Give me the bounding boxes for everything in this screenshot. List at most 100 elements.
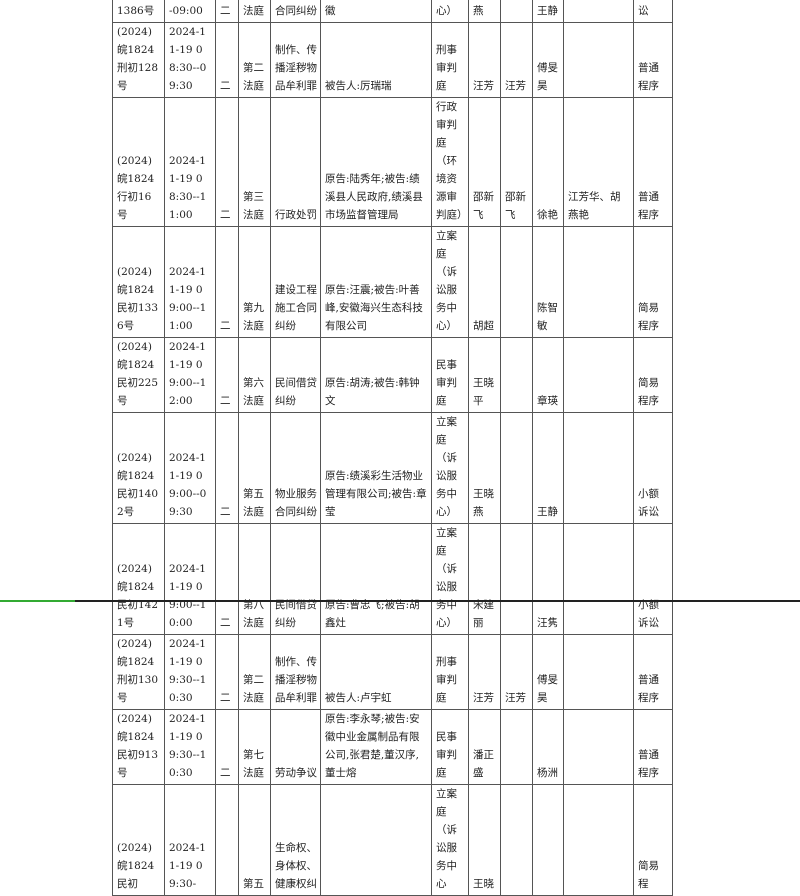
court-schedule-table: 1386号-09:00二法庭合同纠纷工程有限公司;被告:周徽心）燕王静讼(202…: [112, 0, 673, 896]
taskbar-edge: [0, 600, 800, 602]
judge-cell: [500, 709, 533, 785]
jurors-cell: [563, 337, 634, 413]
weekday-cell: 二: [215, 226, 239, 338]
courtroom-cell: 第二法庭: [238, 634, 271, 710]
hearing-time-cell: 2024-11-19 09:00--10:00: [164, 523, 216, 635]
presiding-judge-cell: 王晓平: [468, 337, 501, 413]
case-number-cell: (2024)皖1824民初225号: [112, 337, 165, 413]
judge-cell: [500, 784, 533, 896]
weekday-cell: 二: [215, 523, 239, 635]
parties-cell: 原告:绩溪彩生活物业管理有限公司;被告:章莹: [320, 412, 432, 524]
weekday-cell: 二: [215, 97, 239, 227]
judge-cell: [500, 337, 533, 413]
parties-cell: 原告:陆秀年;被告:绩溪县人民政府,绩溪县市场监督管理局: [320, 97, 432, 227]
case-number-cell: (2024)皖1824刑初130号: [112, 634, 165, 710]
table-row: (2024)皖1824行初16号 2024-11-19 08:30--11:00 二…: [112, 97, 673, 227]
clerk-cell: 陈智敏: [532, 226, 564, 338]
case-number-cell: (2024)皖1824民初: [112, 784, 165, 896]
courtroom-cell: 第八法庭: [238, 523, 271, 635]
procedure-cell: 普通程序: [633, 634, 673, 710]
table-row: (2024)皖1824刑初130号 2024-11-19 09:30--10:30…: [112, 634, 673, 710]
procedure-cell: 讼: [633, 0, 673, 23]
weekday-cell: 二: [215, 709, 239, 785]
hearing-time-cell: 2024-11-19 09:00--12:00: [164, 337, 216, 413]
judge-cell: 汪芳: [500, 22, 533, 98]
table-row: (2024)皖1824民初1402号 2024-11-19 09:00--09:3…: [112, 412, 673, 524]
clerk-cell: [532, 784, 564, 896]
courtroom-cell: 第二法庭: [238, 22, 271, 98]
case-cause-cell: 制作、传播淫秽物品牟利罪: [270, 22, 321, 98]
presiding-judge-cell: 燕: [468, 0, 501, 23]
table-row: 1386号-09:00二法庭合同纠纷工程有限公司;被告:周徽心）燕 王静 讼: [112, 0, 673, 23]
clerk-cell: 汪隽: [532, 523, 564, 635]
hearing-time-cell: 2024-11-19 08:30--09:30: [164, 22, 216, 98]
judge-cell: 邵新飞: [500, 97, 533, 227]
case-cause-cell: 民间借贷纠纷: [270, 337, 321, 413]
parties-cell: 原告:李永琴;被告:安徽中业金属制品有限公司,张君楚,董汉序,董士熔: [320, 709, 432, 785]
parties-cell: [320, 784, 432, 896]
courtroom-cell: 第六法庭: [238, 337, 271, 413]
judge-cell: [500, 523, 533, 635]
courtroom-cell: 第九法庭: [238, 226, 271, 338]
table-row: (2024)皖1824民初913号 2024-11-19 09:30--10:30…: [112, 709, 673, 785]
case-cause-cell: 民间借贷纠纷: [270, 523, 321, 635]
parties-cell: 被告人:厉瑞瑞: [320, 22, 432, 98]
department-cell: 刑事审判庭: [431, 634, 469, 710]
parties-cell: 被告人:卢宇虹: [320, 634, 432, 710]
case-number-cell: (2024)皖1824民初1336号: [112, 226, 165, 338]
department-cell: 立案庭（诉讼服务中心）: [431, 412, 469, 524]
case-number-cell: (2024)皖1824民初913号: [112, 709, 165, 785]
weekday-cell: [215, 784, 239, 896]
department-cell: 心）: [431, 0, 469, 23]
jurors-cell: [563, 784, 634, 896]
weekday-cell: 二: [215, 0, 239, 23]
jurors-cell: [563, 22, 634, 98]
procedure-cell: 小额诉讼: [633, 412, 673, 524]
judge-cell: [500, 226, 533, 338]
procedure-cell: 简易程序: [633, 226, 673, 338]
weekday-cell: 二: [215, 22, 239, 98]
parties-cell: 原告:胡涛;被告:韩钟文: [320, 337, 432, 413]
hearing-time-cell: 2024-11-19 09:00--09:30: [164, 412, 216, 524]
case-cause-cell: 物业服务合同纠纷: [270, 412, 321, 524]
case-number-cell: (2024)皖1824民初1421号: [112, 523, 165, 635]
case-cause-cell: 生命权、身体权、健康权纠: [270, 784, 321, 896]
presiding-judge-cell: 潘正盛: [468, 709, 501, 785]
jurors-cell: [563, 412, 634, 524]
department-cell: 民事审判庭: [431, 709, 469, 785]
judge-cell: 汪芳: [500, 634, 533, 710]
department-cell: 行政审判庭（环境资源审判庭）: [431, 97, 469, 227]
parties-cell: 原告:曹忠飞;被告:胡鑫灶: [320, 523, 432, 635]
parties-cell: 原告:汪震;被告:叶善峰,安徽海兴生态科技有限公司: [320, 226, 432, 338]
presiding-judge-cell: 汪芳: [468, 22, 501, 98]
courtroom-cell: 第七法庭: [238, 709, 271, 785]
jurors-cell: 江芳华、胡燕艳: [563, 97, 634, 227]
procedure-cell: 小额诉讼: [633, 523, 673, 635]
weekday-cell: 二: [215, 337, 239, 413]
table-row: (2024)皖1824民初1336号 2024-11-19 09:00--11:0…: [112, 226, 673, 338]
clerk-cell: 章瑛: [532, 337, 564, 413]
hearing-time-cell: 2024-11-19 09:30--10:30: [164, 634, 216, 710]
department-cell: 刑事审判庭: [431, 22, 469, 98]
hearing-time-cell: 2024-11-19 09:00--11:00: [164, 226, 216, 338]
presiding-judge-cell: 宋建丽: [468, 523, 501, 635]
jurors-cell: [563, 0, 634, 23]
jurors-cell: [563, 634, 634, 710]
hearing-time-cell: 2024-11-19 08:30--11:00: [164, 97, 216, 227]
case-cause-cell: 建设工程施工合同纠纷: [270, 226, 321, 338]
case-number-cell: (2024)皖1824刑初128号: [112, 22, 165, 98]
presiding-judge-cell: 邵新飞: [468, 97, 501, 227]
parties-cell: 工程有限公司;被告:周徽: [320, 0, 432, 23]
judge-cell: [500, 0, 533, 23]
case-number-cell: 1386号: [112, 0, 165, 23]
clerk-cell: 王静: [532, 0, 564, 23]
clerk-cell: 傅旻昊: [532, 634, 564, 710]
courtroom-cell: 法庭: [238, 0, 271, 23]
clerk-cell: 傅旻昊: [532, 22, 564, 98]
jurors-cell: [563, 226, 634, 338]
table-row: (2024)皖1824民初1421号 2024-11-19 09:00--10:0…: [112, 523, 673, 635]
department-cell: 立案庭（诉讼服务中心）: [431, 226, 469, 338]
case-cause-cell: 行政处罚: [270, 97, 321, 227]
courtroom-cell: 第三法庭: [238, 97, 271, 227]
procedure-cell: 简易程: [633, 784, 673, 896]
